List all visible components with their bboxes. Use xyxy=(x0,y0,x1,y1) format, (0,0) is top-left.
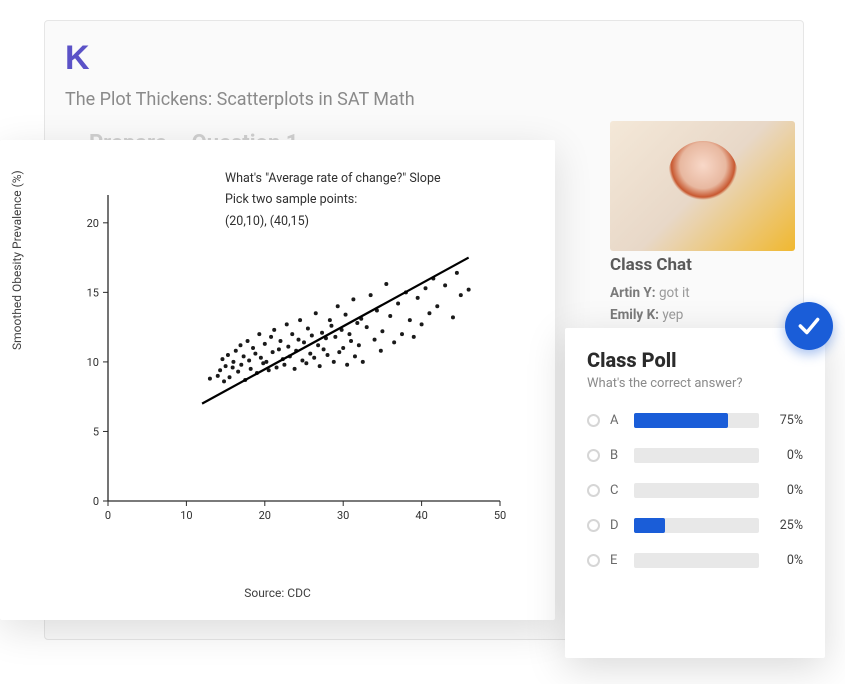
y-axis-label: Smoothed Obesity Prevalence (%) xyxy=(10,170,24,350)
radio-icon[interactable] xyxy=(587,554,600,567)
poll-percent: 0% xyxy=(769,483,803,498)
chat-author: Emily K: xyxy=(610,307,659,323)
svg-text:20: 20 xyxy=(87,217,99,230)
chart-plot-area: 0 10 20 30 40 50 0 5 10 15 20 xyxy=(70,185,510,535)
radio-icon[interactable] xyxy=(587,484,600,497)
chat-text: got it xyxy=(659,285,690,301)
poll-option-row[interactable]: D 25% xyxy=(587,518,803,533)
svg-text:40: 40 xyxy=(415,509,427,522)
chat-text: yep xyxy=(662,307,683,323)
chat-title: Class Chat xyxy=(610,255,795,275)
class-poll-card: Class Poll What's the correct answer? A … xyxy=(565,328,825,658)
poll-bar-track xyxy=(634,448,759,463)
svg-text:10: 10 xyxy=(87,356,99,369)
poll-option-row[interactable]: B 0% xyxy=(587,448,803,463)
poll-bar-track xyxy=(634,553,759,568)
poll-percent: 0% xyxy=(769,448,803,463)
svg-text:10: 10 xyxy=(180,509,192,522)
poll-bar-track xyxy=(634,518,759,533)
chat-message: Artin Y: got it xyxy=(610,285,795,301)
svg-text:20: 20 xyxy=(259,509,271,522)
radio-icon[interactable] xyxy=(587,414,600,427)
poll-option-row[interactable]: E 0% xyxy=(587,553,803,568)
instructor-video-thumbnail[interactable] xyxy=(610,121,795,251)
poll-bar-track xyxy=(634,483,759,498)
svg-text:0: 0 xyxy=(105,509,111,522)
svg-text:5: 5 xyxy=(93,425,99,438)
checkmark-badge-icon xyxy=(785,302,833,350)
poll-bar-fill xyxy=(634,413,728,428)
poll-option-row[interactable]: A 75% xyxy=(587,413,803,428)
poll-option-label: A xyxy=(610,413,624,428)
svg-text:30: 30 xyxy=(337,509,349,522)
poll-percent: 25% xyxy=(769,518,803,533)
page-title: The Plot Thickens: Scatterplots in SAT M… xyxy=(65,89,415,110)
poll-percent: 0% xyxy=(769,553,803,568)
poll-title: Class Poll xyxy=(587,348,803,372)
scatter-svg: 0 10 20 30 40 50 0 5 10 15 20 xyxy=(70,185,510,535)
poll-option-label: E xyxy=(610,553,624,568)
chat-message: Emily K: yep xyxy=(610,307,795,323)
radio-icon[interactable] xyxy=(587,519,600,532)
svg-text:15: 15 xyxy=(87,286,99,299)
check-icon xyxy=(796,313,822,339)
chart-source: Source: CDC xyxy=(0,586,555,600)
svg-text:0: 0 xyxy=(93,495,99,508)
radio-icon[interactable] xyxy=(587,449,600,462)
poll-option-label: C xyxy=(610,483,624,498)
class-chat-panel: Class Chat Artin Y: got it Emily K: yep xyxy=(610,255,795,329)
scatterplot-card: What's "Average rate of change?" Slope P… xyxy=(0,140,555,620)
poll-bar-track xyxy=(634,413,759,428)
poll-option-label: B xyxy=(610,448,624,463)
poll-subtitle: What's the correct answer? xyxy=(587,376,803,391)
poll-bar-fill xyxy=(634,518,665,533)
poll-option-label: D xyxy=(610,518,624,533)
poll-option-row[interactable]: C 0% xyxy=(587,483,803,498)
chat-author: Artin Y: xyxy=(610,285,656,301)
brand-logo: K xyxy=(65,39,88,78)
poll-percent: 75% xyxy=(769,413,803,428)
svg-text:50: 50 xyxy=(494,509,506,522)
